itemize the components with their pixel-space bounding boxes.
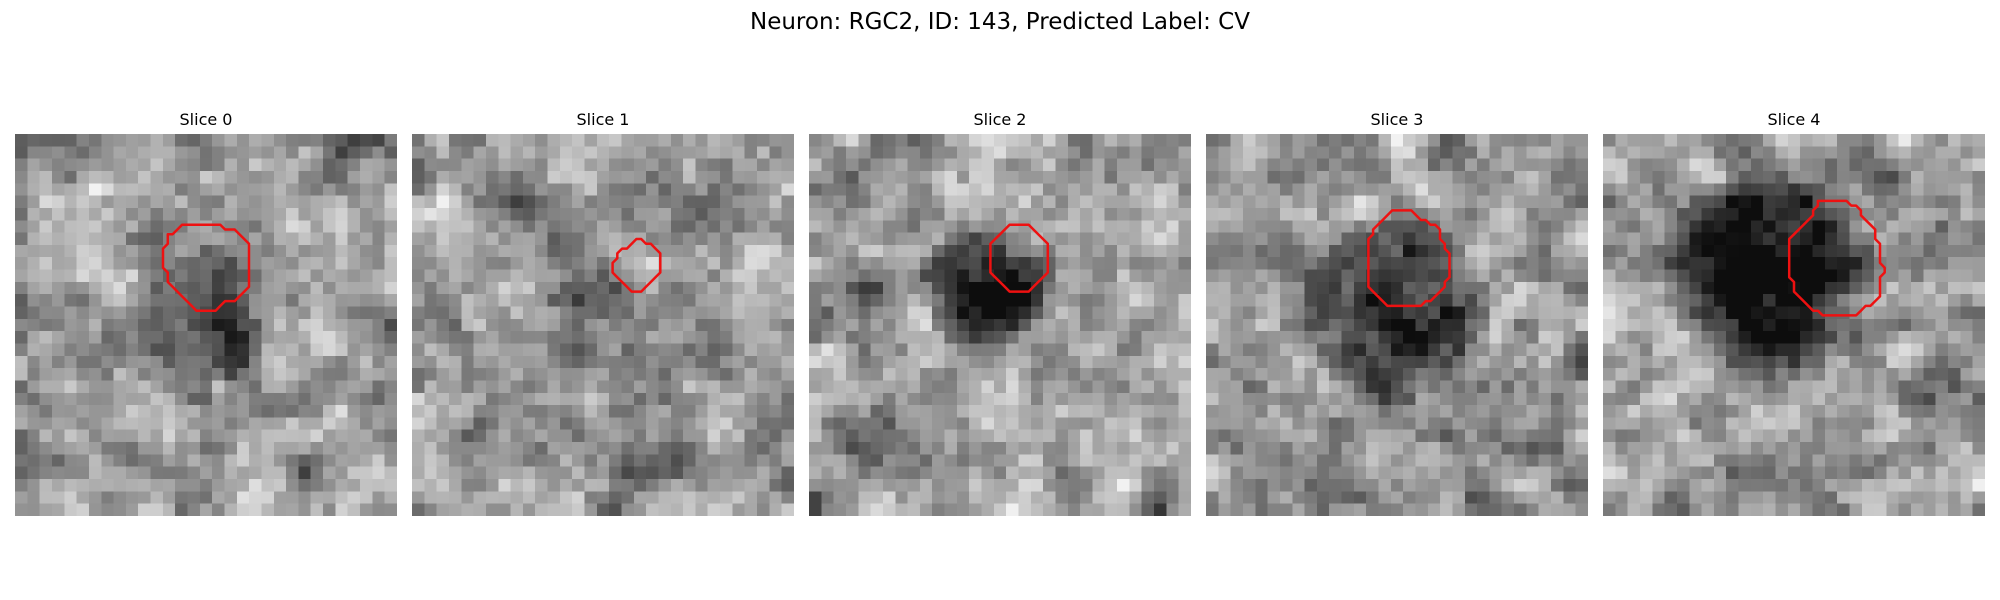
contour-overlay [611,237,662,293]
slice-panel-2: Slice 2 [809,110,1191,516]
grayscale-image [412,134,794,516]
grayscale-image [15,134,397,516]
slice-image [412,134,794,516]
slice-image [809,134,1191,516]
grayscale-image [809,134,1191,516]
slice-title: Slice 3 [1370,110,1424,129]
cell-contour [611,237,662,293]
contour-overlay [989,223,1050,293]
slice-title: Slice 1 [576,110,630,129]
contour-overlay [161,223,251,312]
slice-panel-4: Slice 4 [1603,110,1985,516]
slice-image [1603,134,1985,516]
slice-title: Slice 4 [1767,110,1821,129]
slice-panel-1: Slice 1 [412,110,794,516]
slice-image [1206,134,1588,516]
contour-overlay [1367,209,1451,308]
cell-contour [1367,209,1451,308]
cell-contour [989,223,1050,293]
grayscale-image [1603,134,1985,516]
contour-overlay [1787,199,1886,317]
slice-panel-3: Slice 3 [1206,110,1588,516]
slice-title: Slice 0 [179,110,233,129]
cell-contour [161,223,251,312]
slice-panel-0: Slice 0 [15,110,397,516]
slice-image [15,134,397,516]
slice-title: Slice 2 [973,110,1027,129]
cell-contour [1787,199,1886,317]
grayscale-image [1206,134,1588,516]
figure-title: Neuron: RGC2, ID: 143, Predicted Label: … [750,9,1250,35]
